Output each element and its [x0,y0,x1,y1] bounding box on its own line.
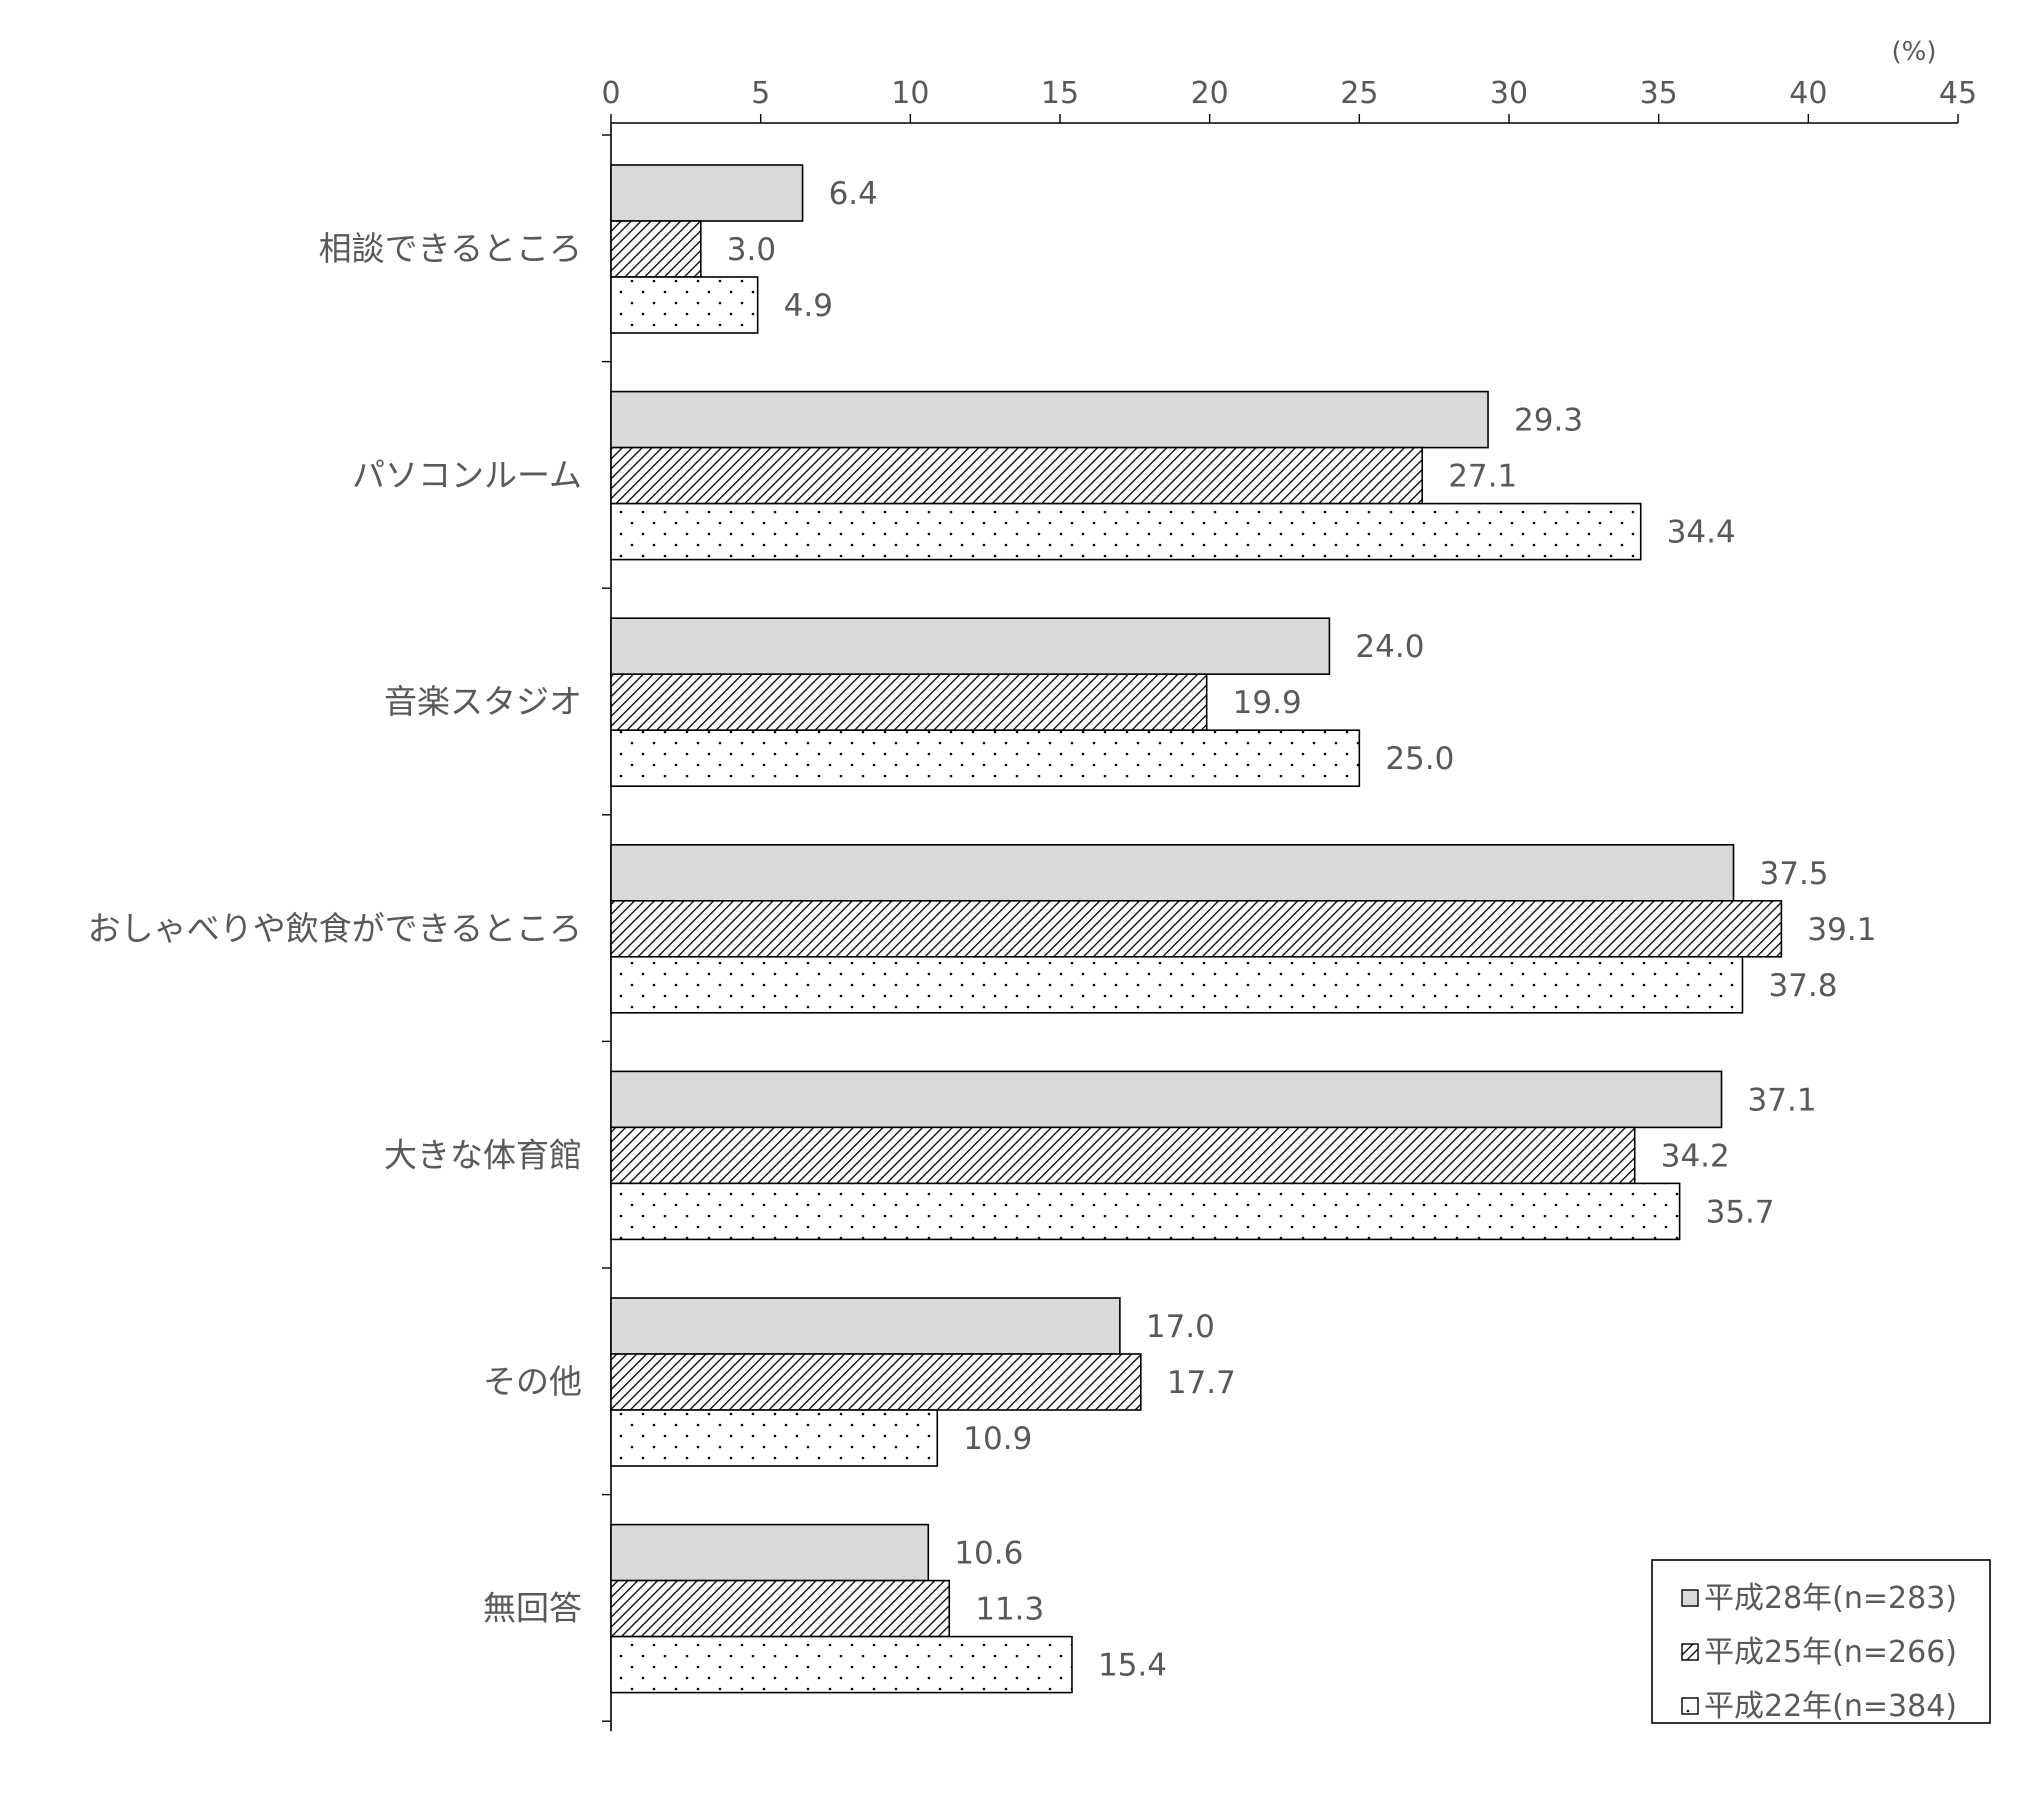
legend-swatch [1681,1697,1699,1715]
category-label: 無回答 [483,1589,582,1628]
bar [610,1635,1073,1694]
data-label: 19.9 [1233,685,1302,721]
category-label: 音楽スタジオ [384,682,582,721]
bar [610,1297,1121,1355]
legend-label: 平成25年(n=266) [1704,1635,1957,1670]
data-label: 3.0 [727,232,776,268]
data-label: 4.9 [784,288,833,324]
bar [610,1409,939,1467]
bar [610,1579,951,1638]
data-label: 39.1 [1807,912,1876,948]
bar [610,843,1735,902]
legend-swatch [1681,1589,1699,1607]
bar [610,1182,1681,1241]
bar [610,899,1783,958]
bar [610,729,1361,788]
x-tick-label: 30 [1490,76,1528,111]
bar [610,276,759,334]
bar [610,1070,1723,1129]
data-label: 17.0 [1146,1309,1215,1345]
x-tick-label: 5 [751,76,770,111]
bar [610,502,1642,561]
data-label: 6.4 [829,176,878,212]
data-label: 34.2 [1661,1138,1730,1174]
data-label: 17.7 [1167,1365,1236,1401]
x-tick-label: 25 [1340,76,1378,111]
category-label: パソコンルーム [352,456,582,495]
x-tick-label: 45 [1939,76,1977,111]
bar [610,220,702,278]
bar [610,1523,930,1582]
legend-swatch [1681,1643,1699,1661]
data-label: 29.3 [1514,403,1583,439]
data-label: 25.0 [1385,741,1454,777]
category-label: その他 [483,1362,582,1401]
data-label: 10.9 [963,1421,1032,1457]
x-tick-label: 20 [1191,76,1229,111]
bar [610,617,1331,676]
x-tick-label: 35 [1640,76,1678,111]
bar [610,673,1208,732]
bar [610,1353,1142,1411]
data-label: 15.4 [1098,1648,1167,1684]
data-label: 37.1 [1748,1082,1817,1118]
bar [610,164,804,222]
data-label: 10.6 [954,1536,1023,1572]
legend-label: 平成22年(n=384) [1704,1689,1957,1724]
unit-label: (%) [1892,37,1937,67]
x-tick-label: 10 [891,76,929,111]
bar [610,1126,1636,1185]
data-label: 27.1 [1448,459,1517,495]
x-tick-label: 40 [1789,76,1827,111]
data-label: 34.4 [1667,515,1736,551]
data-label: 35.7 [1706,1194,1775,1230]
category-label: 相談できるところ [319,229,582,268]
category-label: おしゃべりや飲食ができるところ [88,909,582,948]
data-label: 37.5 [1760,856,1829,892]
category-label: 大きな体育館 [384,1135,582,1174]
bar [610,390,1489,449]
x-tick-label: 0 [601,76,620,111]
legend-label: 平成28年(n=283) [1704,1581,1957,1616]
bar [610,955,1744,1014]
legend-box [1651,1559,1991,1724]
x-tick-label: 15 [1041,76,1079,111]
data-label: 37.8 [1768,968,1837,1004]
data-label: 11.3 [975,1592,1044,1628]
data-label: 24.0 [1355,629,1424,665]
legend: 平成28年(n=283) 平成25年(n=266) 平成22年(n=384) [1651,1559,1991,1724]
bar [610,446,1423,505]
